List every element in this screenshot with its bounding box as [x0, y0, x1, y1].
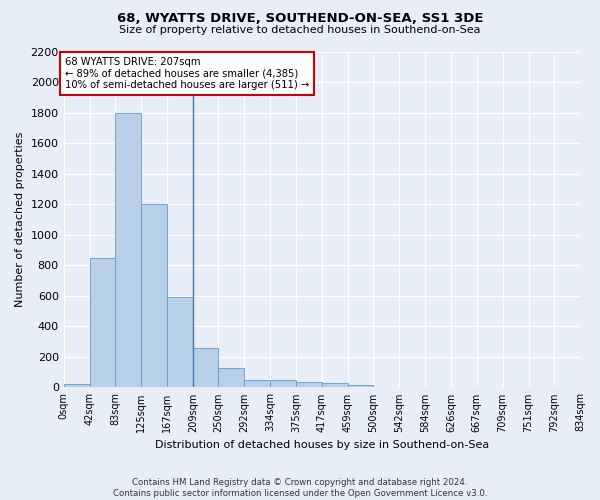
Bar [218, 368, 244, 388]
Bar [167, 298, 193, 388]
Bar [89, 258, 115, 388]
Text: 68, WYATTS DRIVE, SOUTHEND-ON-SEA, SS1 3DE: 68, WYATTS DRIVE, SOUTHEND-ON-SEA, SS1 3… [117, 12, 483, 26]
Bar [115, 112, 141, 388]
Text: Size of property relative to detached houses in Southend-on-Sea: Size of property relative to detached ho… [119, 25, 481, 35]
X-axis label: Distribution of detached houses by size in Southend-on-Sea: Distribution of detached houses by size … [155, 440, 489, 450]
Text: Contains HM Land Registry data © Crown copyright and database right 2024.
Contai: Contains HM Land Registry data © Crown c… [113, 478, 487, 498]
Bar [244, 380, 271, 388]
Bar [348, 385, 373, 388]
Y-axis label: Number of detached properties: Number of detached properties [15, 132, 25, 307]
Bar [296, 382, 322, 388]
Bar [64, 384, 89, 388]
Bar [322, 383, 348, 388]
Bar [193, 348, 218, 388]
Text: 68 WYATTS DRIVE: 207sqm
← 89% of detached houses are smaller (4,385)
10% of semi: 68 WYATTS DRIVE: 207sqm ← 89% of detache… [65, 57, 309, 90]
Bar [141, 204, 167, 388]
Bar [271, 380, 296, 388]
